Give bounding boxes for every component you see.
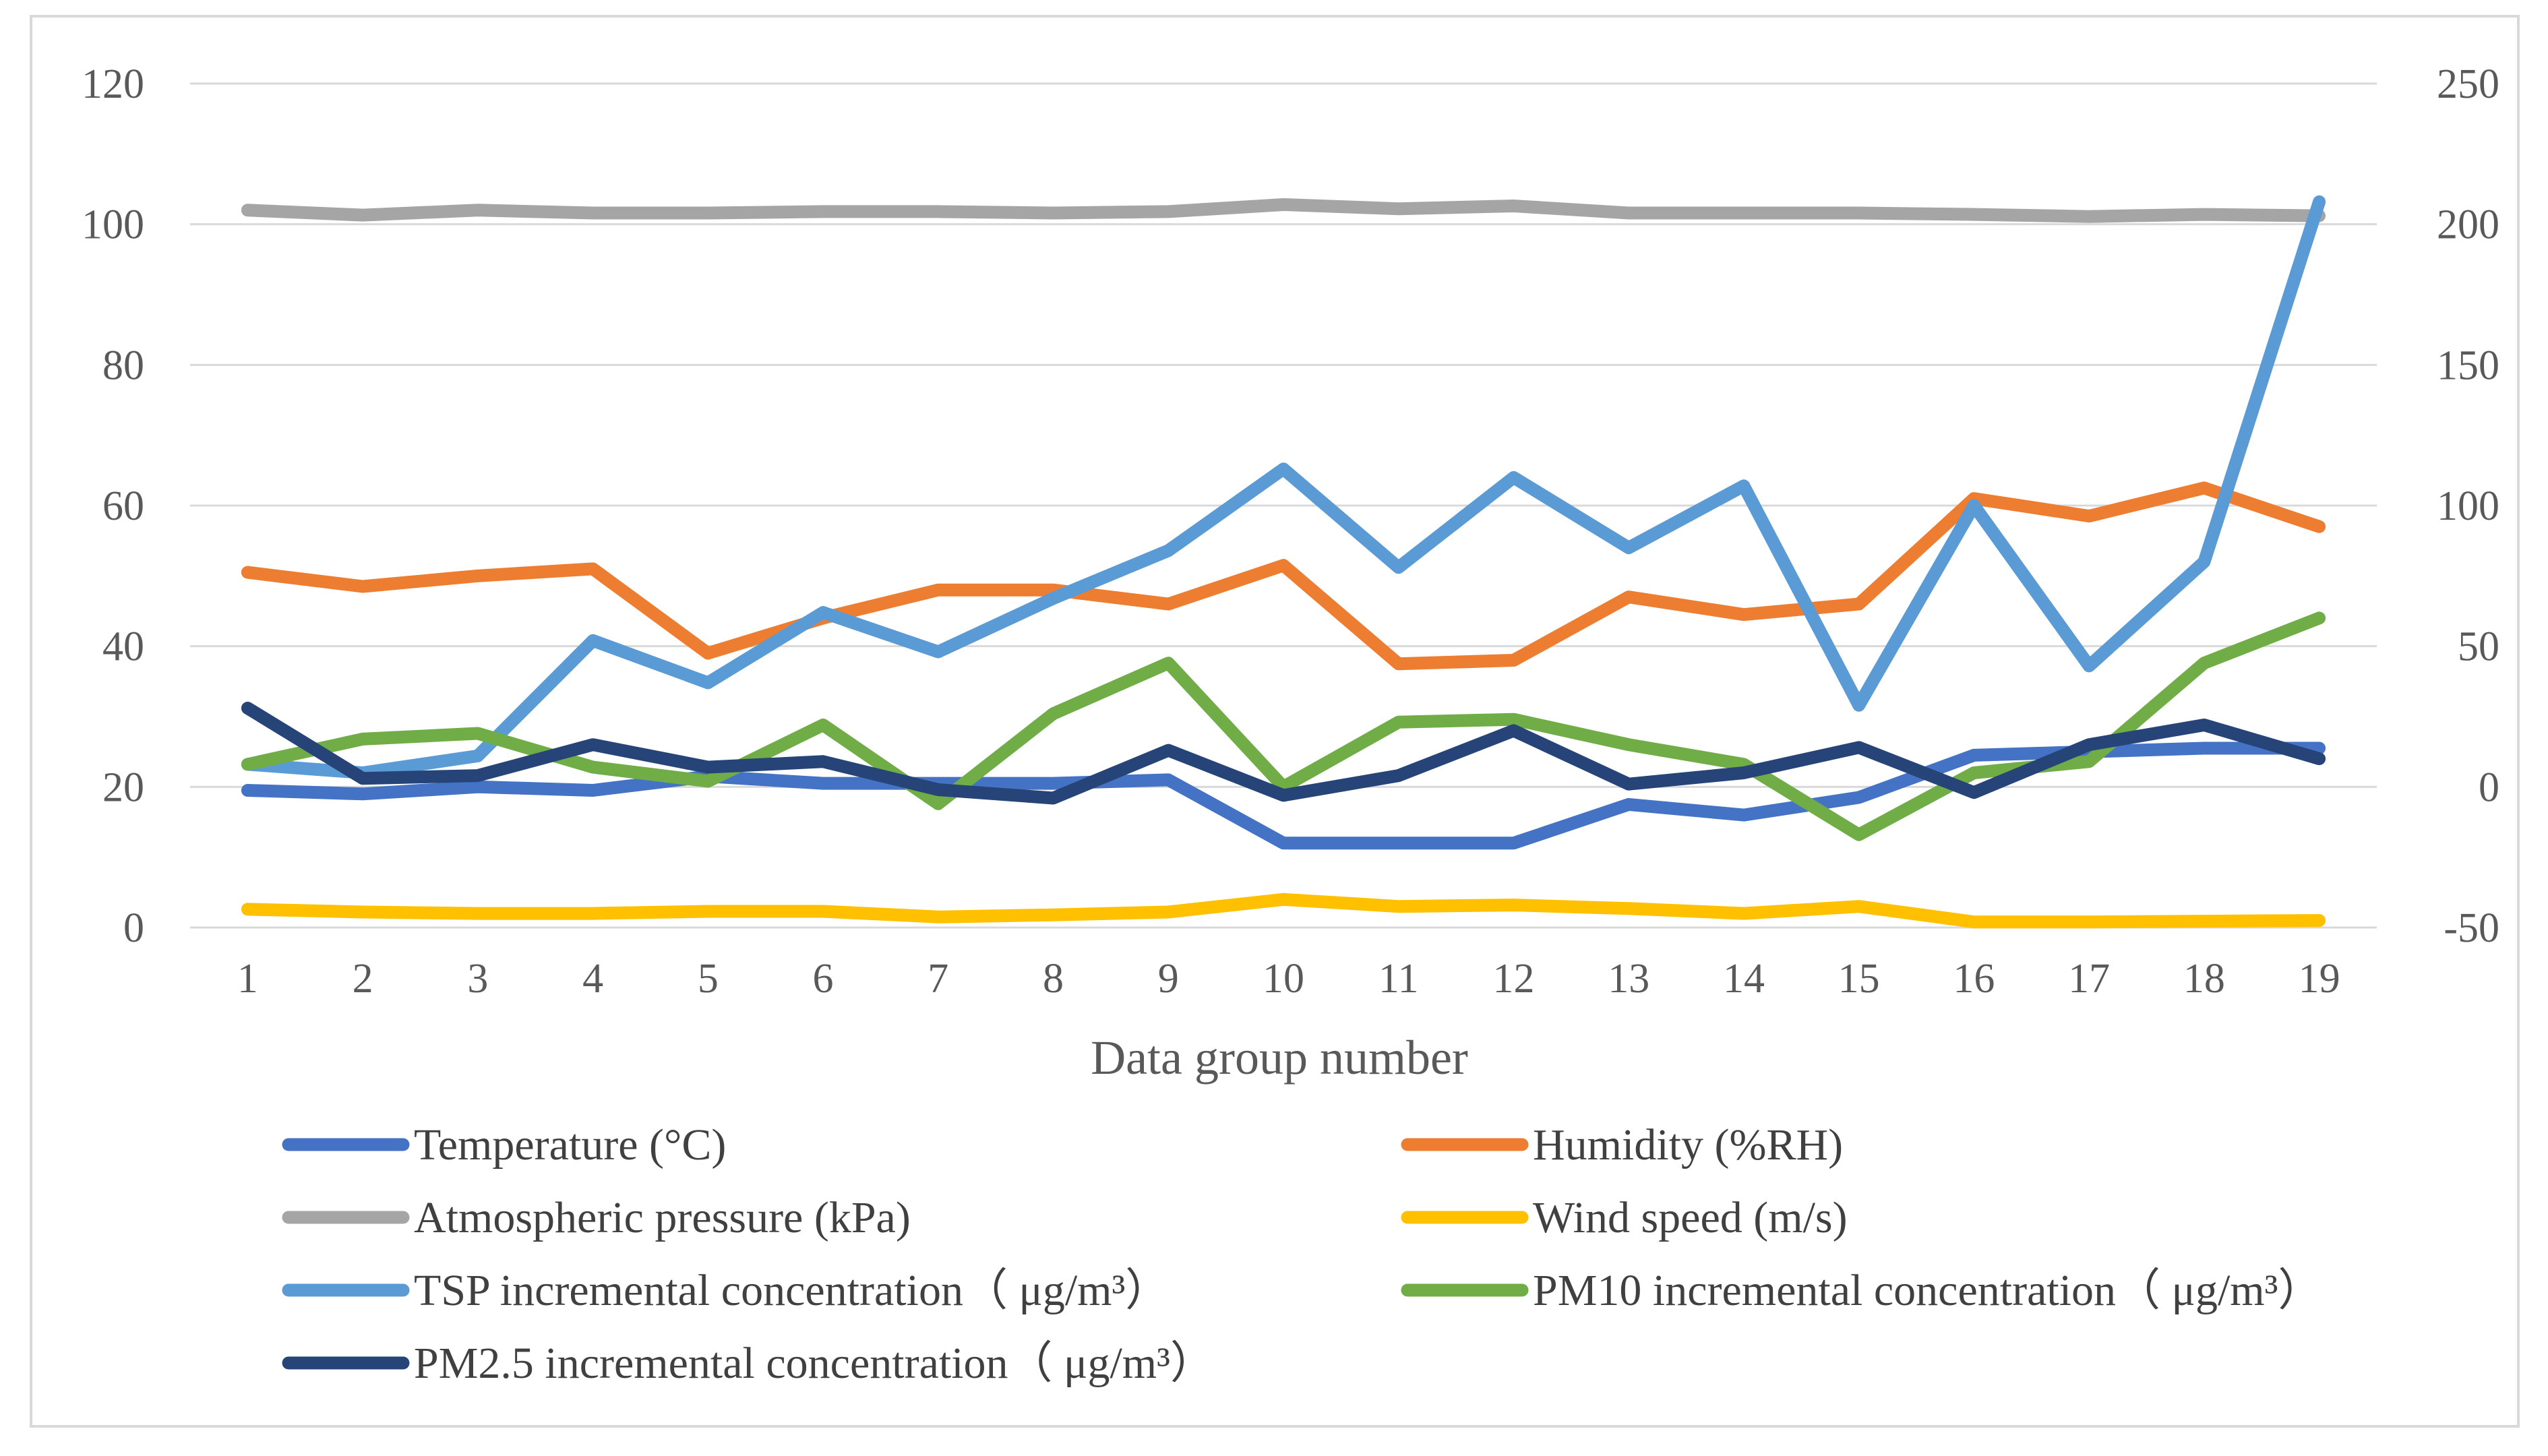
x-tick-label: 15: [1838, 956, 1880, 1002]
y-tick-label: 40: [102, 624, 144, 670]
legend-label: PM2.5 incremental concentration（ μg/m³）: [414, 1339, 1215, 1388]
legend-label: PM10 incremental concentration（ μg/m³）: [1533, 1266, 2322, 1315]
y2-tick-label: 100: [2437, 483, 2499, 529]
y-tick-label: 80: [102, 342, 144, 388]
y2-tick-label: 150: [2437, 342, 2499, 388]
legend-item: PM2.5 incremental concentration（ μg/m³）: [282, 1339, 1215, 1388]
legend-label: Atmospheric pressure (kPa): [414, 1193, 911, 1242]
x-tick-label: 13: [1608, 956, 1649, 1002]
legend-item: Temperature (°C): [282, 1120, 726, 1170]
x-tick-label: 6: [813, 956, 834, 1002]
x-tick-label: 18: [2183, 956, 2225, 1002]
y2-tick-label: 200: [2437, 202, 2499, 248]
y2-tick-label: 250: [2437, 61, 2499, 107]
series-line-5: [241, 611, 2326, 841]
y2-tick-label: 50: [2458, 624, 2499, 670]
legend-item: Wind speed (m/s): [1401, 1193, 1848, 1242]
y-tick-label: 20: [102, 764, 144, 810]
x-tick-label: 12: [1492, 956, 1534, 1002]
series-line-4: [241, 195, 2326, 779]
legend-item: Atmospheric pressure (kPa): [282, 1193, 911, 1242]
series-line-1: [241, 481, 2326, 671]
x-axis: 1 2 3 4 5 6 7 8 9 10 11 12 13 14 15 16 17 18 19: [237, 956, 2340, 1002]
legend: Temperature (°C) Humidity (%RH) Atmospheri…: [282, 1120, 2322, 1388]
series-line-3: [241, 892, 2326, 929]
x-tick-label: 19: [2299, 956, 2340, 1002]
series-line-0: [241, 741, 2326, 850]
x-tick-label: 9: [1158, 956, 1179, 1002]
series-line-6: [241, 702, 2326, 805]
legend-label: TSP incremental concentration（ μg/m³）: [414, 1266, 1170, 1315]
x-tick-label: 17: [2068, 956, 2110, 1002]
series-lines: [241, 195, 2326, 929]
y-tick-label: 100: [82, 202, 144, 248]
x-tick-label: 16: [1953, 956, 1995, 1002]
left-y-axis: 0 20 40 60 80 100 120: [82, 61, 144, 951]
x-tick-label: 4: [582, 956, 603, 1002]
legend-item: PM10 incremental concentration（ μg/m³）: [1401, 1266, 2322, 1315]
legend-item: TSP incremental concentration（ μg/m³）: [282, 1266, 1170, 1315]
legend-label: Wind speed (m/s): [1533, 1193, 1848, 1242]
x-tick-label: 1: [237, 956, 258, 1002]
legend-label: Humidity (%RH): [1533, 1120, 1843, 1170]
y-tick-label: 0: [123, 905, 144, 951]
x-tick-label: 8: [1043, 956, 1064, 1002]
right-y-axis: -50 0 50 100 150 200 250: [2437, 61, 2499, 951]
y-tick-label: 60: [102, 483, 144, 529]
x-tick-label: 3: [467, 956, 488, 1002]
y2-tick-label: 0: [2479, 764, 2499, 810]
x-axis-title: Data group number: [1091, 1031, 1468, 1085]
legend-label: Temperature (°C): [414, 1120, 726, 1170]
y2-tick-label: -50: [2444, 905, 2499, 951]
x-tick-label: 10: [1263, 956, 1304, 1002]
x-tick-label: 11: [1378, 956, 1419, 1002]
x-tick-label: 5: [698, 956, 719, 1002]
x-tick-label: 7: [928, 956, 948, 1002]
x-tick-label: 14: [1723, 956, 1765, 1002]
series-line-2: [241, 198, 2326, 223]
y-tick-label: 120: [82, 61, 144, 107]
x-tick-label: 2: [353, 956, 373, 1002]
legend-item: Humidity (%RH): [1401, 1120, 1843, 1170]
